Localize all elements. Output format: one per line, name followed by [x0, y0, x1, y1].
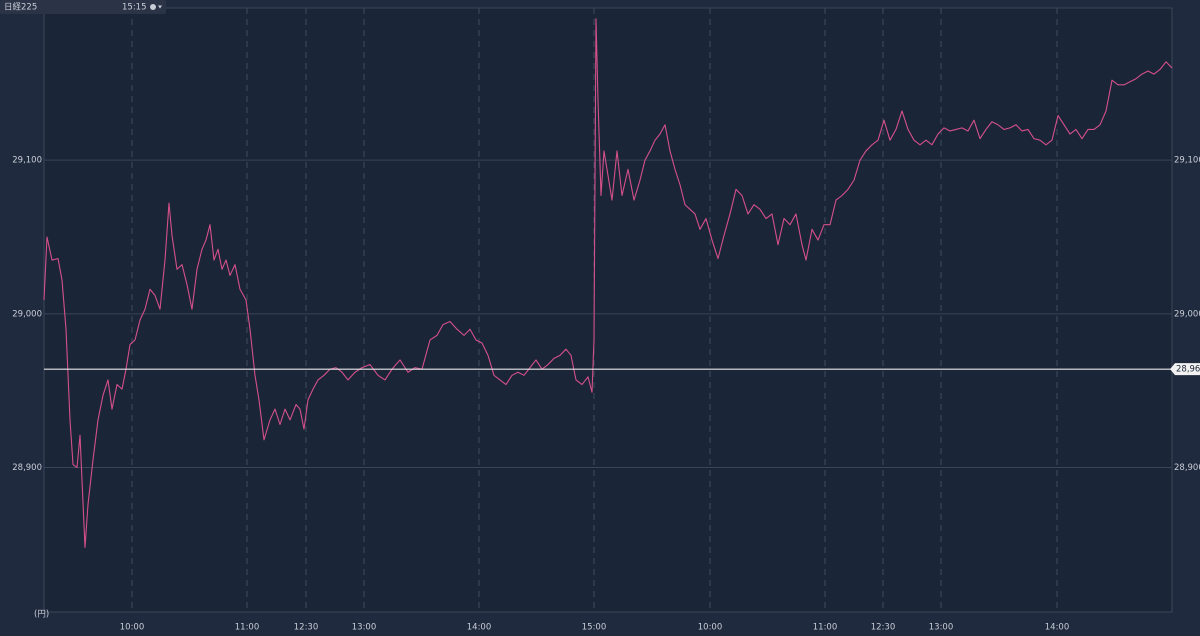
x-tick-label: 12:30	[871, 623, 896, 633]
plot-area	[43, 7, 1173, 613]
y-tick-label-right: 29,000	[1174, 309, 1200, 319]
y-tick-label: 29,000	[12, 309, 42, 319]
instrument-name: 日経225	[4, 2, 37, 13]
y-unit: (円)	[34, 610, 49, 620]
x-tick-label: 10:00	[698, 623, 723, 633]
header-time: 15:15	[122, 3, 147, 13]
x-tick-label: 12:30	[294, 623, 319, 633]
header-bar	[0, 0, 166, 14]
x-tick-label: 14:00	[1045, 623, 1070, 633]
x-tick-label: 11:00	[235, 623, 260, 633]
price-line	[43, 18, 1173, 548]
lines	[43, 18, 1173, 548]
x-tick-label: 11:00	[813, 623, 838, 633]
y-tick-label-right: 29,100	[1174, 156, 1200, 166]
y-tick-label-right: 28,900	[1174, 463, 1200, 473]
y-tick-label: 29,100	[12, 156, 42, 166]
x-tick-label: 14:00	[467, 623, 492, 633]
x-tick-label: 13:00	[352, 623, 377, 633]
reference-label: 28,964	[1176, 365, 1200, 375]
x-tick-label: 10:00	[120, 623, 145, 633]
y-tick-label: 28,900	[12, 463, 42, 473]
info-icon[interactable]	[150, 4, 156, 10]
dropdown-icon[interactable]	[158, 5, 162, 9]
x-tick-label: 13:00	[929, 623, 954, 633]
x-tick-label: 15:00	[582, 623, 607, 633]
reference-label-box	[1170, 363, 1200, 376]
